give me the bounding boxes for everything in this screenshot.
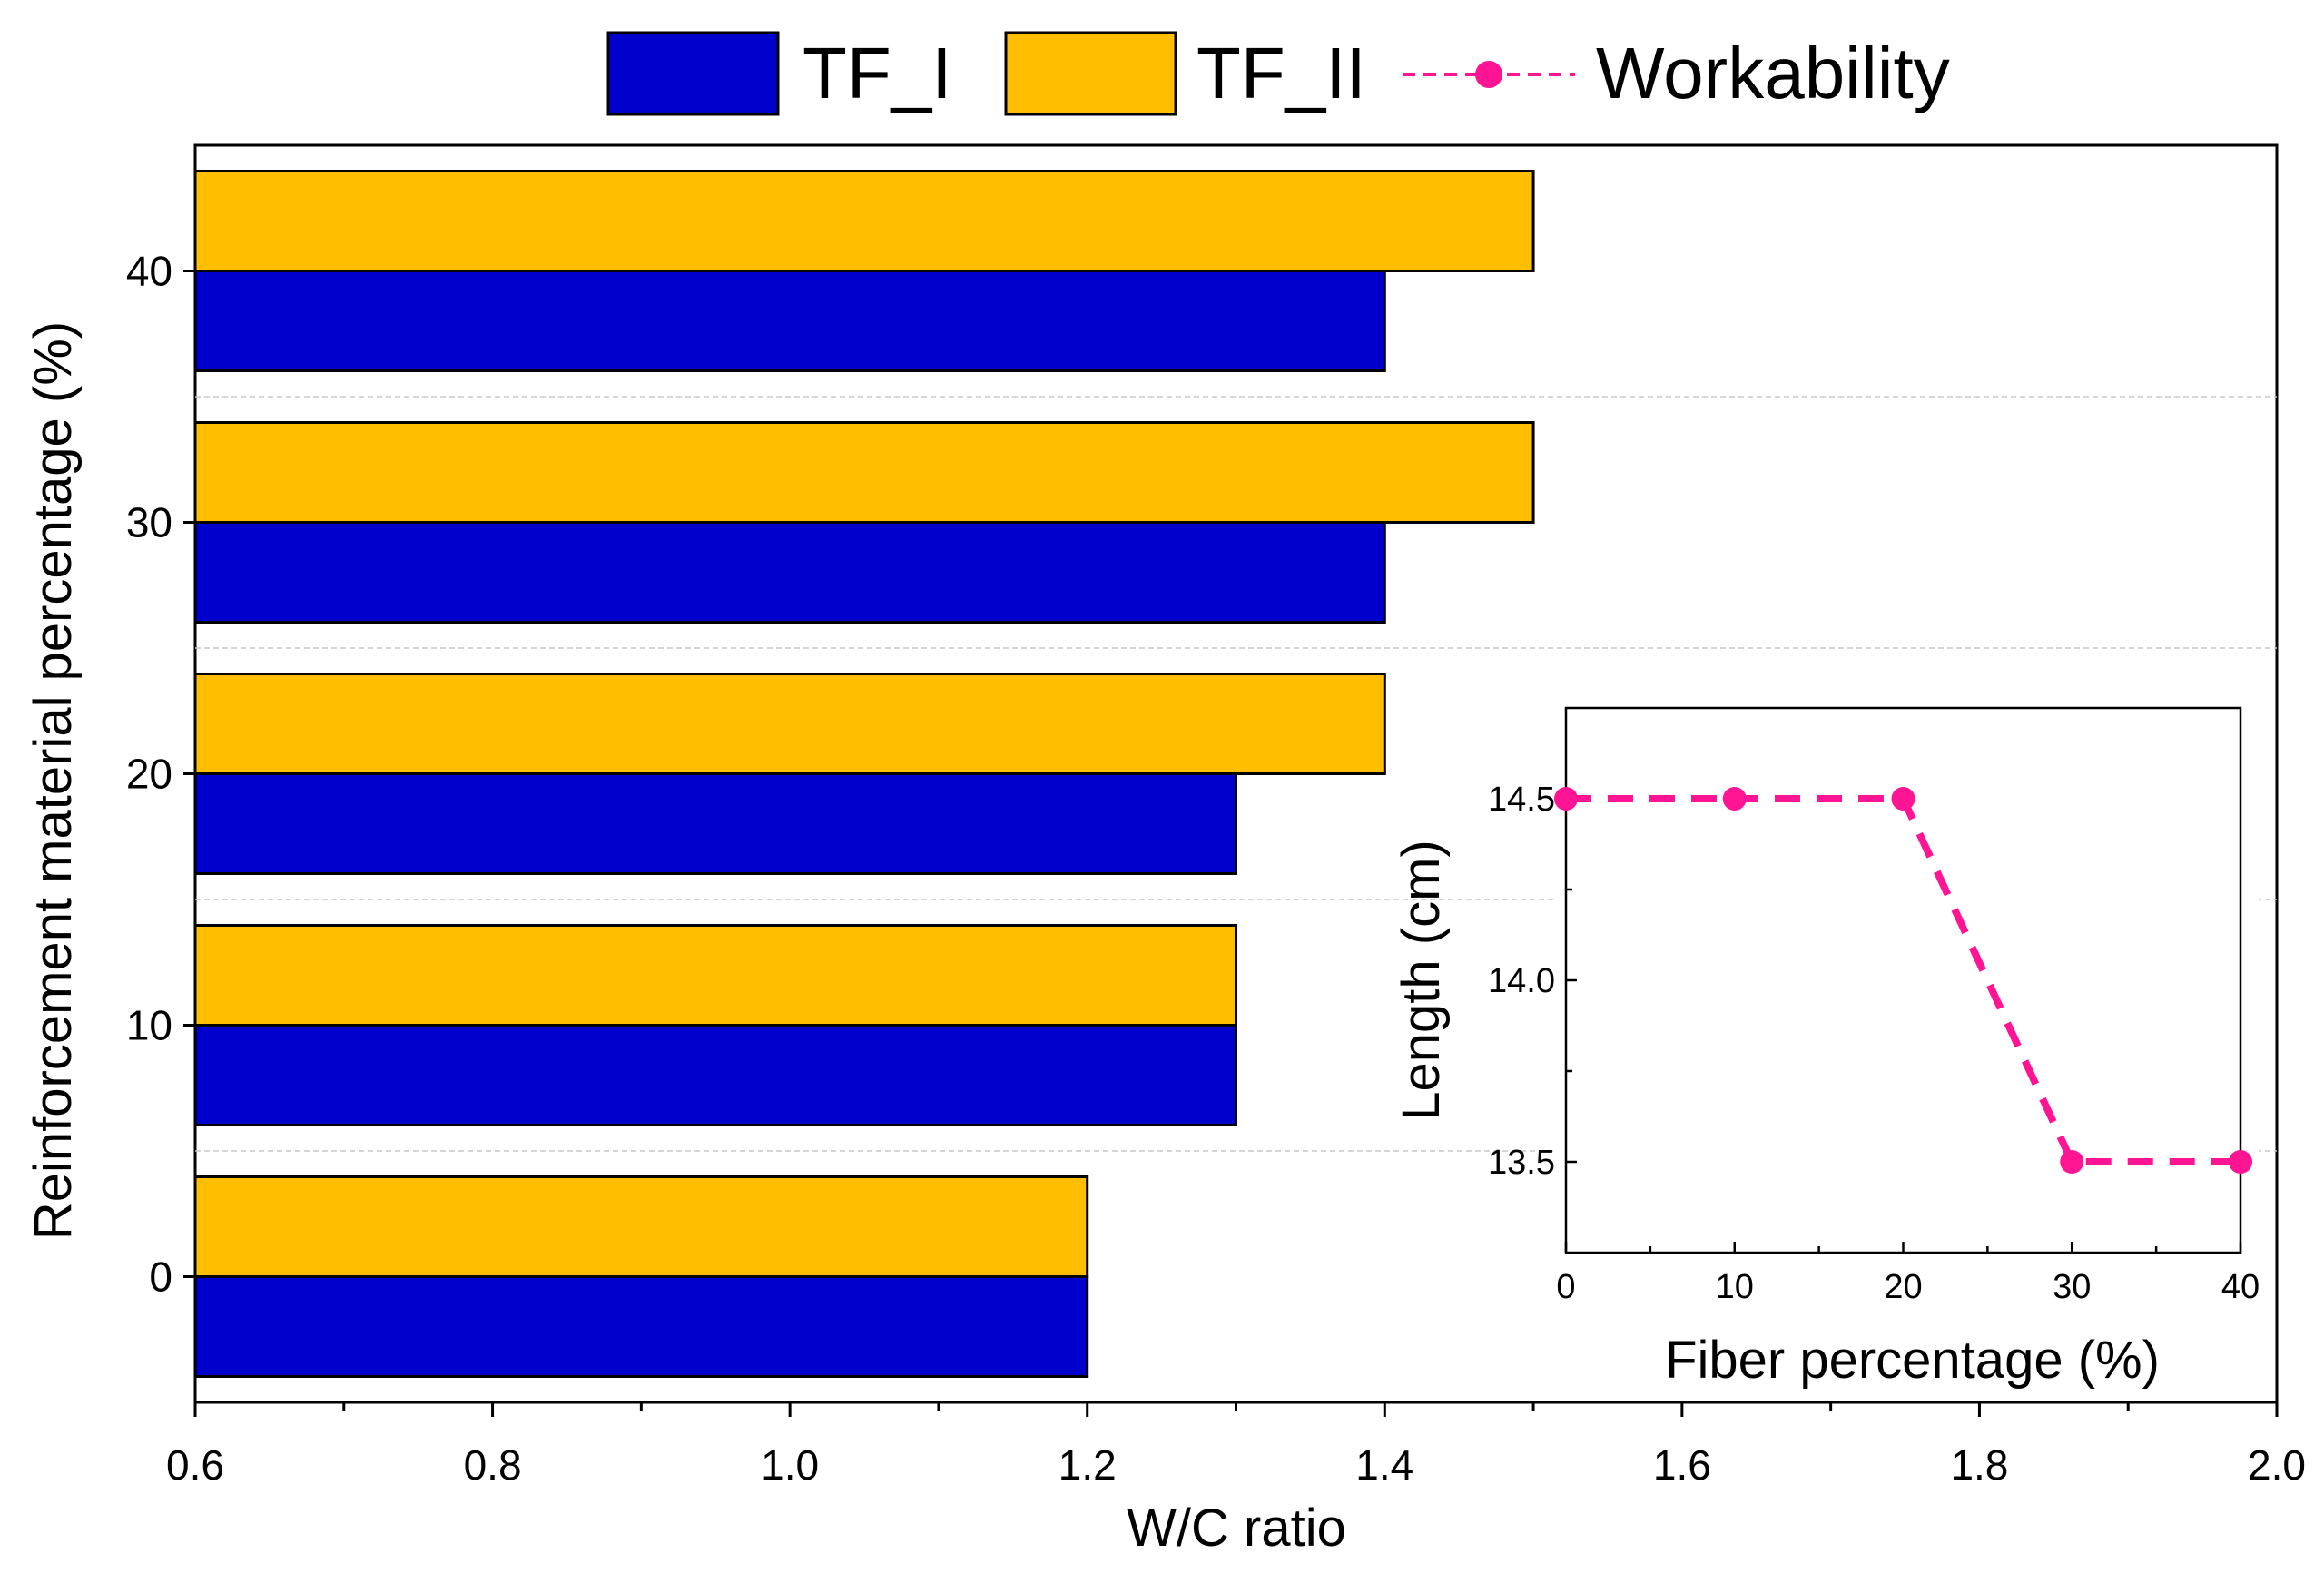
inset-y-tick-label: 14.0	[1488, 962, 1555, 1000]
x-tick-label: 2.0	[2248, 1441, 2306, 1489]
x-axis-title: W/C ratio	[1127, 1499, 1346, 1558]
x-tick-label: 0.8	[464, 1441, 522, 1489]
bar-tf-i-0	[193, 1275, 1089, 1378]
bar-tf-ii-40	[193, 170, 1535, 272]
bar-tf-ii-10	[193, 924, 1237, 1027]
y-tick-label: 0	[149, 1254, 172, 1301]
x-tick-label: 1.6	[1653, 1441, 1711, 1489]
bar-tf-i-10	[193, 1024, 1237, 1126]
x-tick-label: 1.4	[1355, 1441, 1413, 1489]
y-tick-label: 30	[126, 499, 172, 546]
bar-tf-ii-0	[193, 1175, 1089, 1278]
legend-label-tf-ii: TF_II	[1196, 33, 1366, 113]
inset-y-tick-label: 14.5	[1488, 781, 1555, 819]
legend-label-workability: Workability	[1596, 33, 1950, 113]
inset-marker-workability	[1722, 787, 1747, 811]
inset-x-tick-label: 0	[1556, 1268, 1575, 1306]
x-tick-label: 1.0	[761, 1441, 819, 1489]
y-tick-label: 20	[126, 751, 172, 798]
inset-line-chart: 0 10 20 30 40 13.5 14.0 14.5 Fiber percentage (%…	[1392, 699, 2260, 1390]
bar-tf-i-30	[193, 521, 1386, 624]
bar-tf-ii-30	[193, 421, 1535, 524]
inset-y-axis-title: Length (cm)	[1392, 840, 1451, 1120]
inset-marker-workability	[1554, 787, 1578, 811]
legend-swatch-tf-ii	[1004, 31, 1177, 116]
bar-tf-i-40	[193, 270, 1386, 372]
x-tick-label: 1.2	[1059, 1441, 1117, 1489]
legend-swatch-tf-i	[606, 31, 780, 116]
inset-y-tick-label: 13.5	[1488, 1144, 1555, 1182]
x-tick-label: 0.6	[166, 1441, 224, 1489]
y-axis-title: Reinforcement material percentage (%)	[24, 321, 83, 1240]
legend-swatch-workability-marker	[1475, 61, 1502, 88]
inset-x-tick-label: 40	[2221, 1268, 2260, 1306]
inset-x-tick-label: 20	[1884, 1268, 1922, 1306]
legend: TF_I TF_II Workability	[606, 31, 1950, 116]
main-bar-chart: 0.6 0.8 1.0 1.2 1.4 1.6 1.8 2.0 0 10 20 30 40 W/C rat…	[24, 143, 2306, 1558]
bar-tf-ii-20	[193, 673, 1386, 775]
inset-marker-workability	[2060, 1150, 2084, 1174]
inset-x-tick-label: 10	[1716, 1268, 1754, 1306]
bar-tf-i-20	[193, 772, 1237, 875]
legend-label-tf-i: TF_I	[803, 33, 951, 113]
inset-x-axis-title: Fiber percentage (%)	[1665, 1331, 2160, 1390]
y-tick-label: 40	[126, 248, 172, 295]
inset-x-tick-label: 30	[2053, 1268, 2091, 1306]
y-tick-label: 10	[126, 1002, 172, 1049]
x-tick-label: 1.8	[1950, 1441, 2008, 1489]
inset-marker-workability	[1891, 787, 1915, 811]
inset-marker-workability	[2229, 1150, 2252, 1174]
